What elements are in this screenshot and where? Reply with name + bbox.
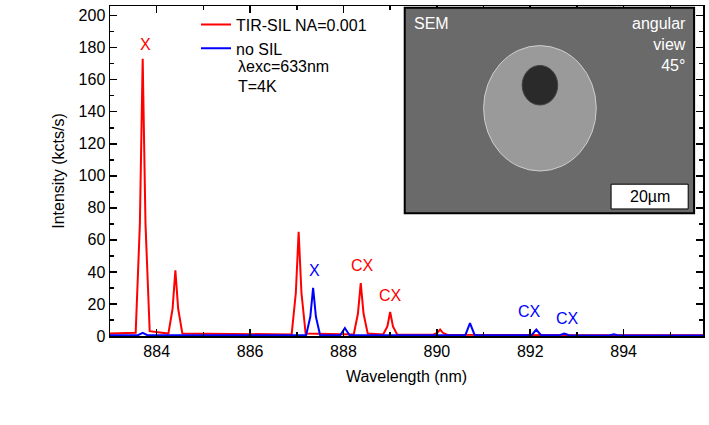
svg-text:λexc=633nm: λexc=633nm [238,58,329,75]
svg-text:894: 894 [610,343,637,360]
svg-text:892: 892 [517,343,544,360]
svg-text:100: 100 [79,167,106,184]
svg-text:Intensity (kcts/s): Intensity (kcts/s) [50,113,67,229]
svg-text:890: 890 [423,343,450,360]
svg-text:180: 180 [79,39,106,56]
svg-text:888: 888 [330,343,357,360]
svg-text:20: 20 [88,296,106,313]
svg-text:120: 120 [79,135,106,152]
svg-text:60: 60 [88,231,106,248]
svg-text:0: 0 [96,328,105,345]
svg-text:140: 140 [79,103,106,120]
svg-text:CX: CX [379,287,402,304]
svg-text:TIR-SIL NA=0.001: TIR-SIL NA=0.001 [236,17,367,34]
svg-text:80: 80 [88,199,106,216]
svg-text:X: X [140,36,151,53]
svg-text:40: 40 [88,264,106,281]
svg-text:160: 160 [79,71,106,88]
svg-text:Wavelength (nm): Wavelength (nm) [346,368,467,385]
svg-text:no SIL: no SIL [236,41,282,58]
svg-text:X: X [309,262,320,279]
svg-text:CX: CX [556,310,579,327]
svg-text:CX: CX [351,257,374,274]
svg-text:CX: CX [518,303,541,320]
svg-text:886: 886 [237,343,264,360]
svg-text:angularview45°: angularview45° [632,15,686,74]
svg-text:T=4K: T=4K [238,78,277,95]
svg-text:884: 884 [143,343,170,360]
svg-text:200: 200 [79,7,106,24]
svg-text:20µm: 20µm [630,188,670,205]
svg-text:SEM: SEM [414,15,449,32]
